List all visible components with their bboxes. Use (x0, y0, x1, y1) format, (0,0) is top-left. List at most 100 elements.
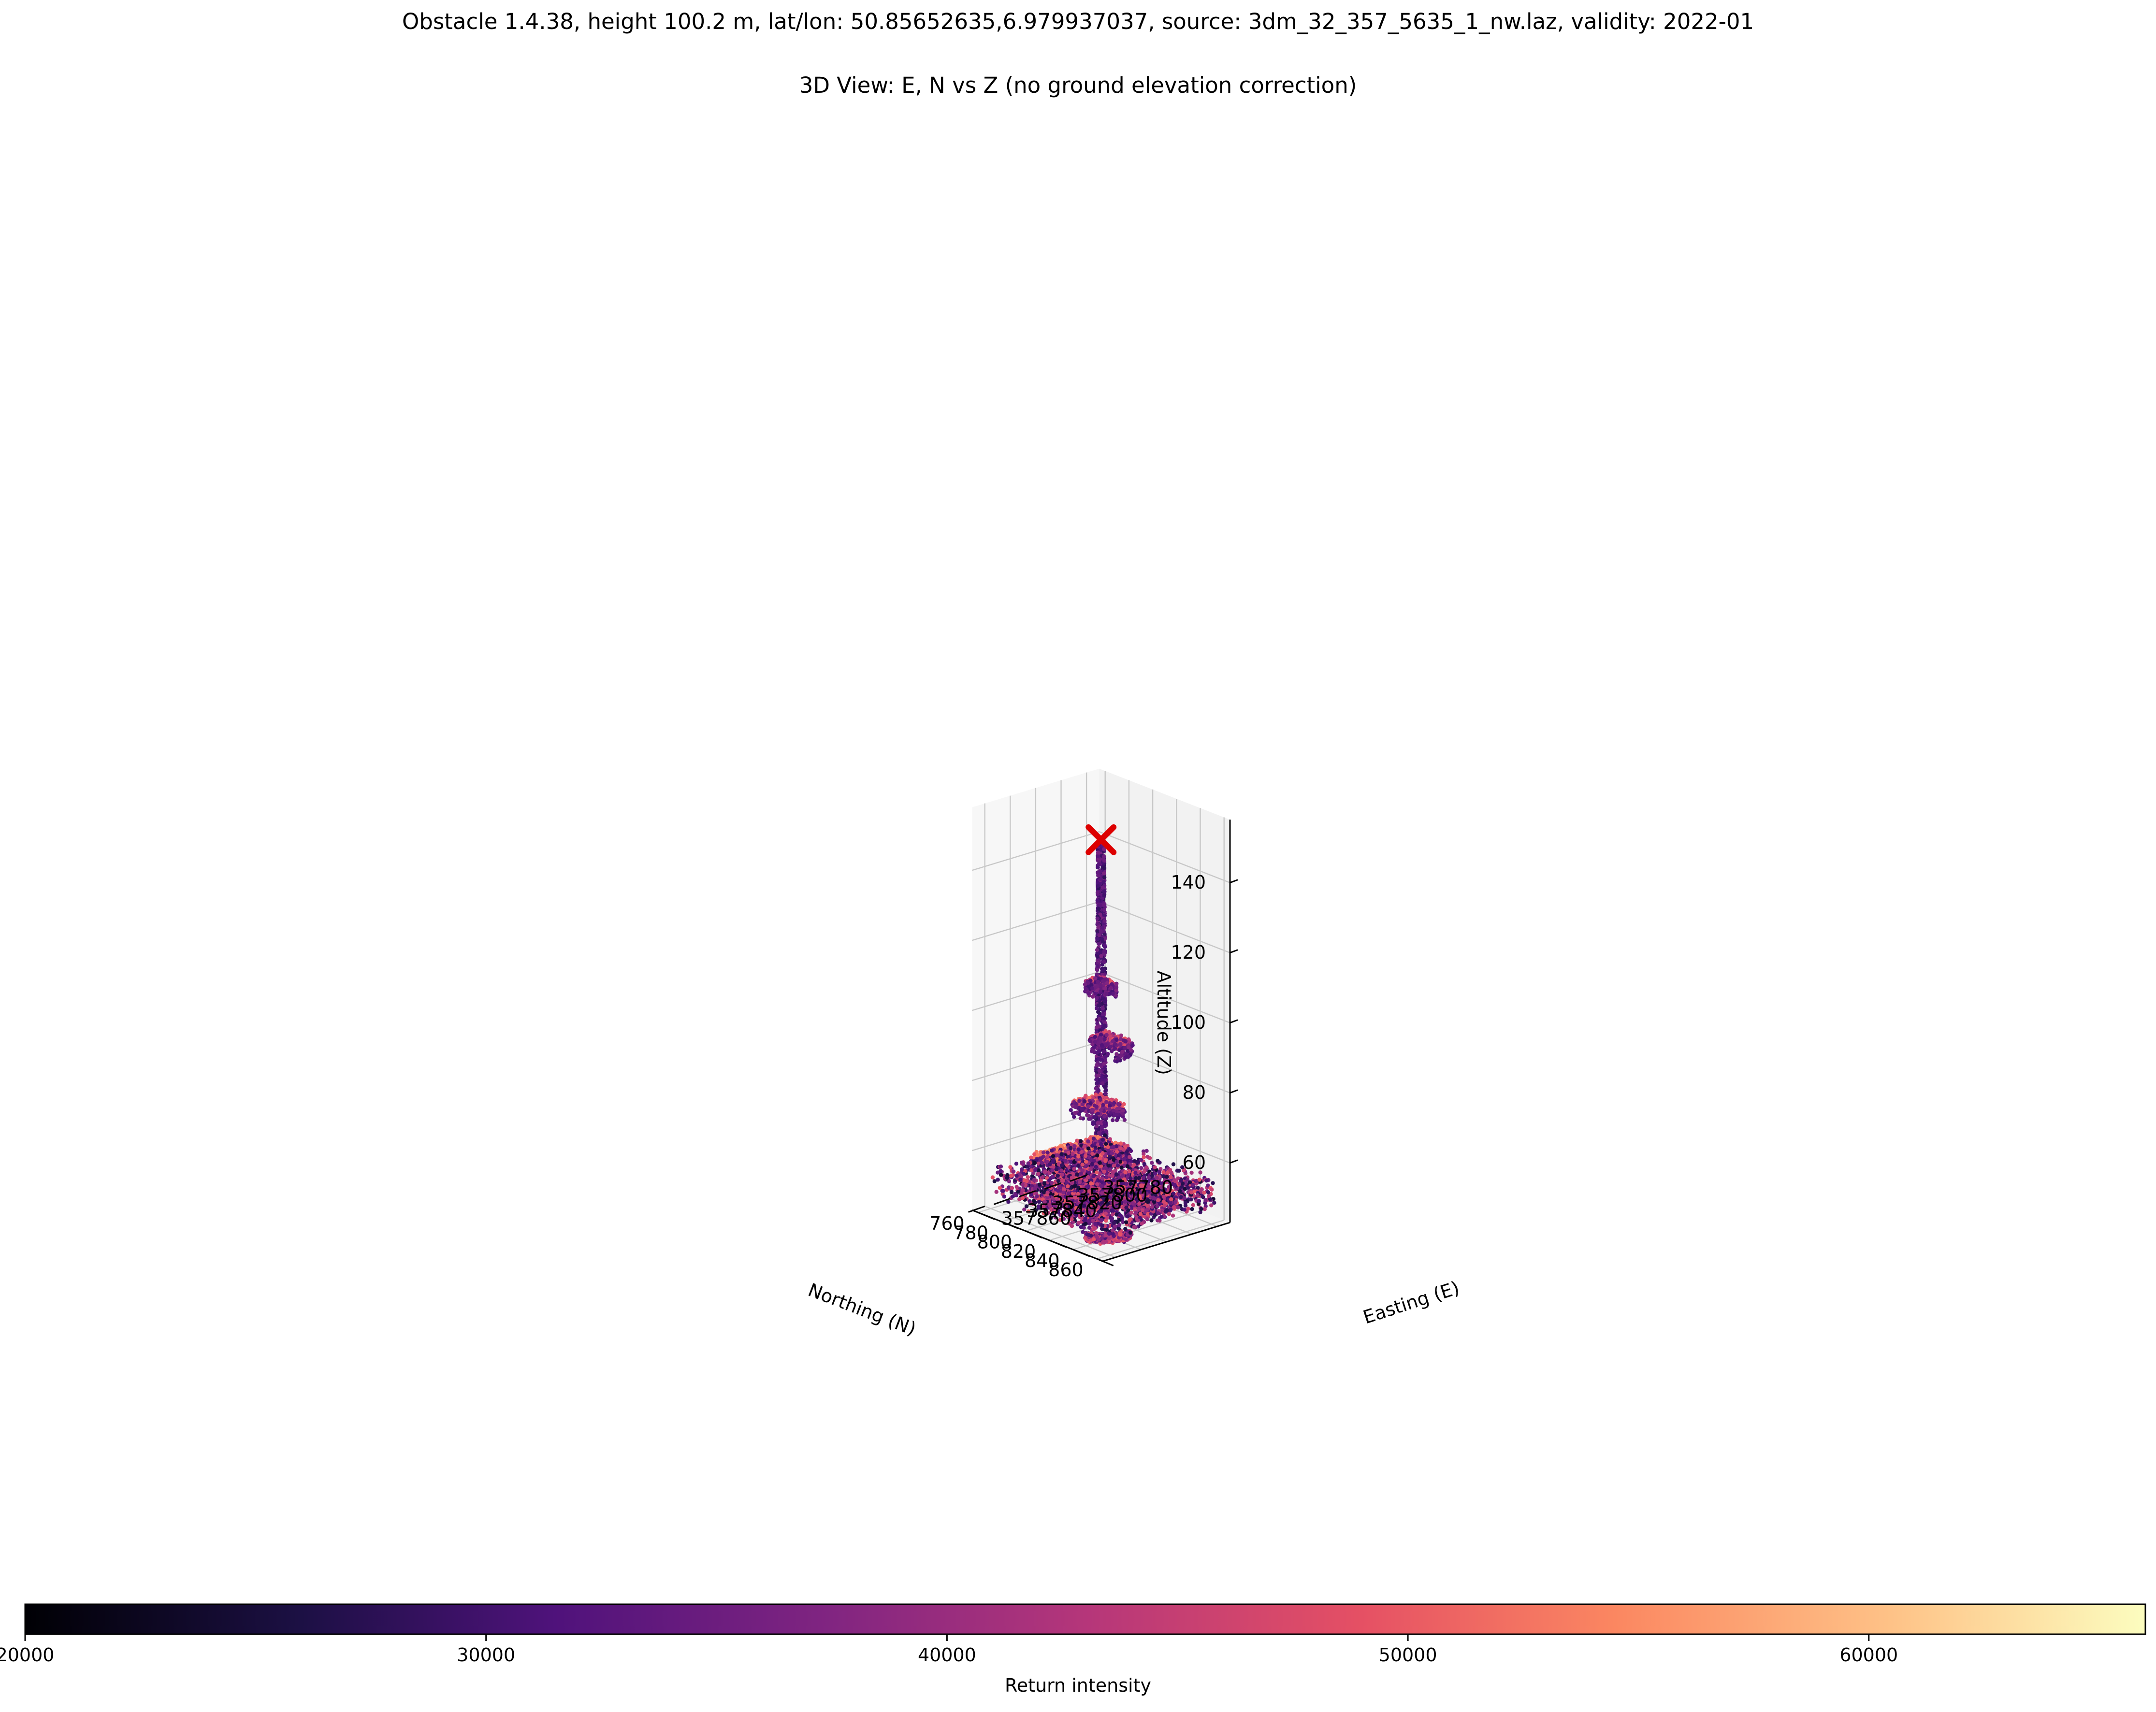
point (1090, 994, 1095, 999)
point (1102, 858, 1106, 863)
point (1094, 1105, 1099, 1109)
point (1094, 1063, 1099, 1067)
point (1094, 1067, 1099, 1071)
chart-subtitle: 3D View: E, N vs Z (no ground elevation … (799, 72, 1357, 98)
grid-line-z-right (972, 971, 1100, 1011)
point (1041, 1150, 1046, 1155)
point (1096, 899, 1100, 903)
point (1077, 1099, 1082, 1103)
point (1108, 1045, 1113, 1049)
point (1097, 1131, 1101, 1135)
point (1096, 1111, 1100, 1116)
point (1084, 987, 1088, 991)
point (1095, 929, 1100, 934)
point (1100, 939, 1105, 944)
point (1098, 869, 1102, 874)
point (1104, 1033, 1109, 1037)
point (1099, 848, 1103, 852)
point (1098, 1069, 1102, 1074)
point (1120, 1111, 1125, 1116)
point (1129, 1048, 1133, 1052)
point (1104, 1088, 1108, 1093)
point (1096, 865, 1100, 870)
point (1083, 982, 1087, 987)
point (1095, 948, 1100, 952)
point (1124, 1055, 1128, 1060)
point (1100, 885, 1105, 890)
point (1101, 1050, 1106, 1054)
point (1045, 1151, 1050, 1155)
figure-title: Obstacle 1.4.38, height 100.2 m, lat/lon… (402, 9, 1754, 34)
point (1095, 1025, 1099, 1030)
point (1087, 1095, 1092, 1100)
point (1116, 1102, 1121, 1107)
grid-line-z-left (1099, 901, 1230, 953)
point (1104, 992, 1109, 996)
point (1123, 1046, 1127, 1050)
point (1097, 862, 1101, 866)
point (1093, 976, 1098, 981)
point (1099, 1036, 1103, 1040)
point (1100, 1125, 1104, 1129)
point (1101, 1016, 1106, 1020)
point (1099, 877, 1103, 881)
grid-line-z-right (972, 1041, 1100, 1081)
grid-line-z-left (1099, 971, 1230, 1023)
point (1102, 854, 1106, 859)
point (1101, 1103, 1105, 1107)
point (1098, 1097, 1102, 1102)
point (1103, 977, 1107, 982)
point (1096, 874, 1100, 878)
point (1104, 1130, 1109, 1134)
point (1096, 1088, 1101, 1093)
point (1090, 1108, 1094, 1112)
point (1096, 850, 1100, 855)
point (1102, 919, 1107, 923)
point (1100, 1012, 1105, 1017)
point (1082, 1099, 1087, 1104)
point (1103, 1029, 1108, 1034)
point (1096, 1135, 1100, 1139)
point (1111, 1118, 1115, 1122)
point (1102, 943, 1107, 948)
point (1096, 941, 1101, 946)
point (1099, 1033, 1103, 1037)
point (1095, 916, 1100, 921)
point (1088, 1039, 1093, 1044)
point (1097, 1049, 1101, 1053)
point (1090, 986, 1095, 991)
point (1100, 1006, 1105, 1010)
point (1101, 903, 1106, 907)
point (1107, 1107, 1112, 1111)
point (1106, 1051, 1110, 1056)
point (1123, 1039, 1128, 1044)
point (1096, 979, 1100, 984)
point (1105, 981, 1110, 985)
point (1102, 960, 1106, 964)
point (1095, 954, 1100, 959)
grid-line-z-right (972, 1111, 1100, 1151)
point (1095, 984, 1100, 989)
point (1086, 1104, 1090, 1108)
point (1099, 954, 1103, 958)
point (1032, 1152, 1037, 1156)
grid-line-z-right (972, 831, 1100, 871)
point (1120, 1050, 1125, 1054)
point (1110, 982, 1114, 987)
point (1102, 889, 1107, 894)
point (1096, 922, 1100, 926)
point (1102, 949, 1107, 953)
point (1081, 1102, 1085, 1107)
grid-line-n-floor (1097, 1220, 1225, 1260)
point (1097, 933, 1101, 937)
point (1093, 1040, 1098, 1044)
point (1102, 1062, 1106, 1066)
point (1095, 968, 1100, 972)
grid-line-z-left (1099, 1111, 1230, 1164)
point (1095, 1100, 1100, 1104)
point (1116, 1056, 1121, 1061)
point (1114, 1052, 1119, 1056)
point (1103, 1069, 1108, 1074)
point (1102, 1114, 1107, 1119)
point (1104, 1100, 1109, 1104)
